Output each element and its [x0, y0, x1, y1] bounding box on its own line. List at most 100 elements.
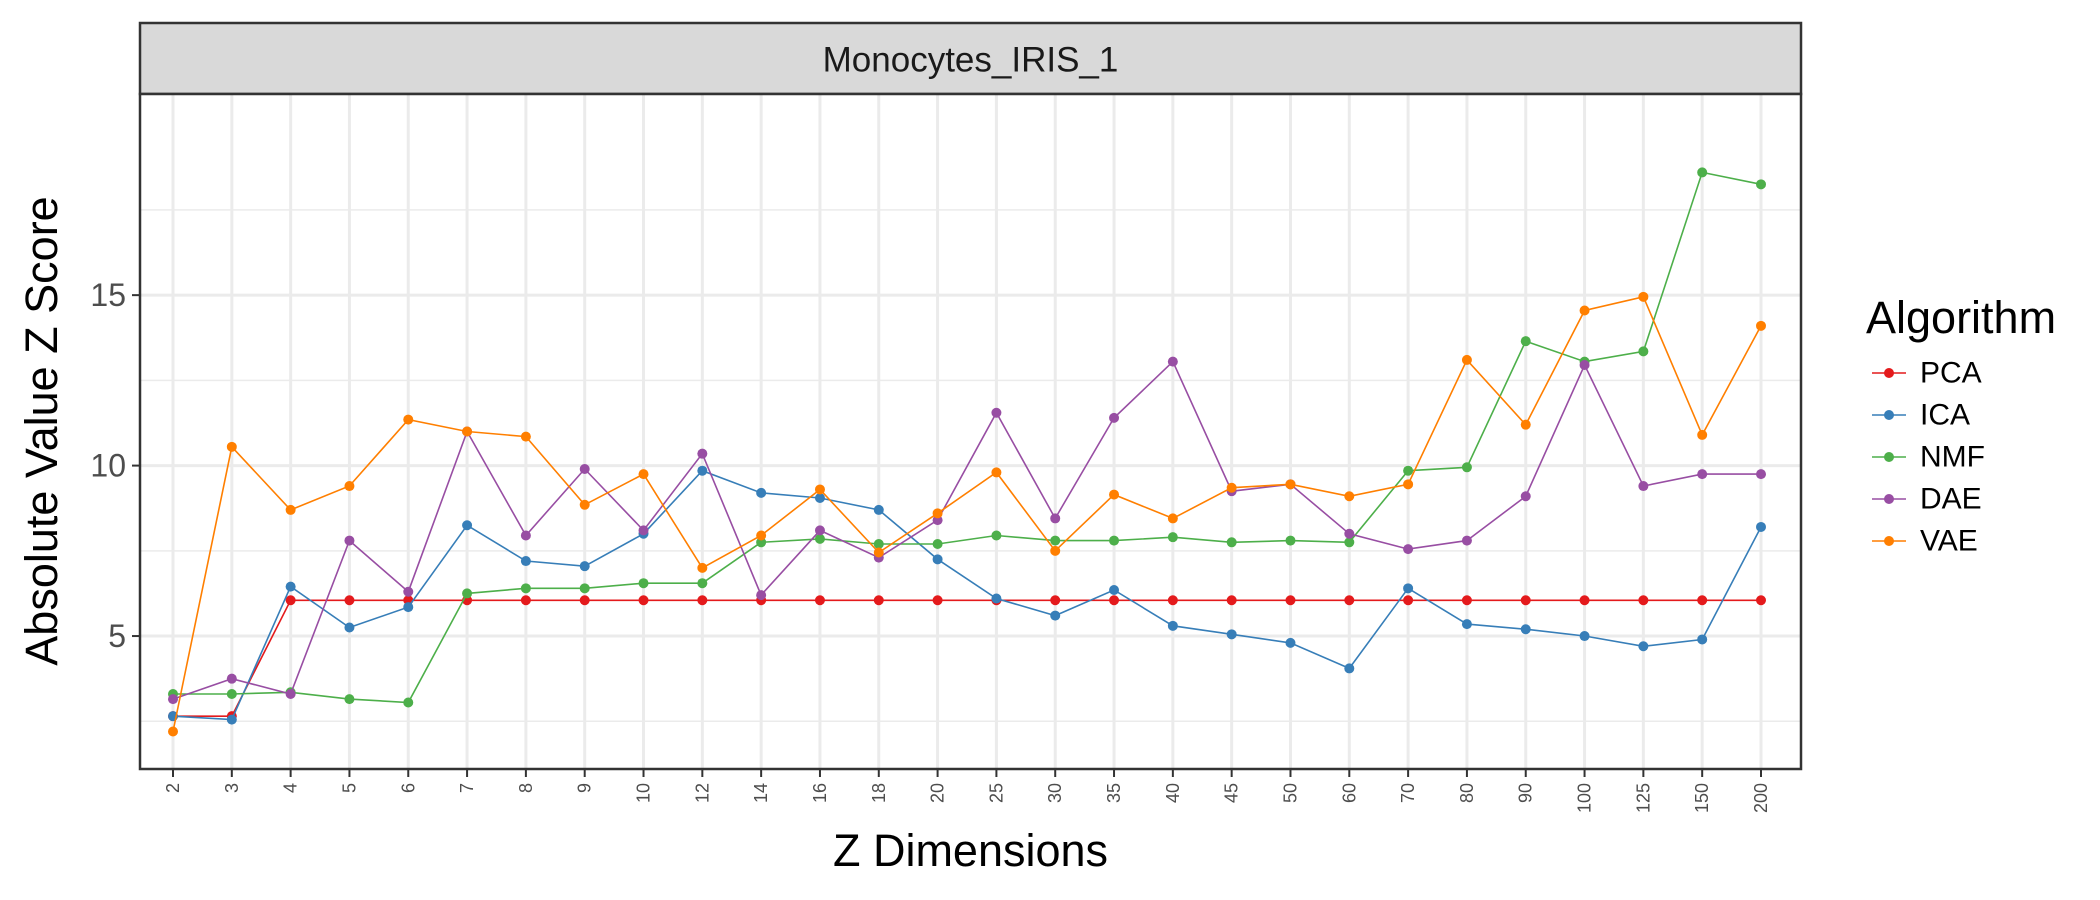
- data-point-vae: [756, 530, 767, 541]
- data-point-pca: [1579, 595, 1590, 606]
- x-tick-label: 5: [339, 783, 359, 793]
- data-point-dae: [991, 407, 1002, 418]
- data-point-vae: [991, 467, 1002, 478]
- legend-label: NMF: [1920, 441, 1985, 474]
- data-point-nmf: [873, 539, 884, 549]
- data-point-pca: [1050, 595, 1061, 606]
- data-point-nmf: [1697, 167, 1708, 178]
- legend-label: VAE: [1920, 525, 1978, 558]
- data-point-dae: [1050, 513, 1061, 524]
- data-point-nmf: [344, 694, 355, 705]
- data-point-nmf: [1461, 462, 1472, 473]
- x-tick-label: 45: [1222, 783, 1242, 803]
- x-tick-label: 3: [222, 783, 242, 793]
- data-point-dae: [226, 673, 237, 684]
- data-point-nmf: [991, 530, 1002, 541]
- data-point-ica: [756, 487, 767, 498]
- x-tick-label: 40: [1163, 783, 1183, 803]
- data-point-nmf: [932, 539, 943, 549]
- series-vae: [168, 291, 1766, 737]
- data-point-pca: [1226, 595, 1237, 606]
- data-point-ica: [1520, 624, 1531, 635]
- legend-item-nmf: NMF: [1872, 441, 1985, 474]
- legend-item-dae: DAE: [1872, 483, 1982, 516]
- legend: Algorithm PCA ICA NMF DAE VAE: [1866, 292, 2056, 558]
- data-point-ica: [1050, 610, 1061, 621]
- data-point-pca: [285, 595, 296, 606]
- data-point-ica: [991, 593, 1002, 604]
- facet-strip: [138, 21, 1803, 96]
- data-point-pca: [1109, 595, 1120, 606]
- y-tick-label: 15: [90, 277, 126, 313]
- data-point-pca: [520, 595, 531, 606]
- data-point-ica: [1226, 629, 1237, 640]
- data-point-dae: [756, 590, 767, 601]
- series-line-nmf: [173, 171, 1762, 704]
- x-axis-title: Z Dimensions: [833, 825, 1108, 876]
- data-point-dae: [1403, 544, 1414, 555]
- data-point-vae: [579, 499, 590, 510]
- data-point-vae: [1638, 291, 1649, 302]
- x-tick-label: 9: [575, 783, 595, 793]
- x-axis-ticks: 2 3 4 5 6 7 8 9 10 12 14 16 18 20 25 30 35 40 45 50 60 70 80 90…: [163, 769, 1771, 813]
- data-point-dae: [1167, 356, 1178, 367]
- data-point-dae: [1579, 360, 1590, 371]
- data-point-nmf: [1403, 465, 1414, 476]
- data-point-pca: [873, 595, 884, 606]
- plot-panel: [140, 94, 1801, 769]
- data-point-nmf: [403, 697, 414, 708]
- data-point-dae: [638, 525, 649, 536]
- legend-label: ICA: [1920, 399, 1970, 432]
- data-point-nmf: [579, 583, 590, 594]
- data-point-vae: [1167, 513, 1178, 524]
- data-point-dae: [579, 464, 590, 474]
- data-point-nmf: [814, 533, 825, 544]
- data-point-ica: [1285, 637, 1296, 648]
- data-point-vae: [1579, 305, 1590, 316]
- x-tick-label: 12: [692, 783, 712, 803]
- legend-item-pca: PCA: [1872, 357, 1982, 390]
- data-point-pca: [1638, 595, 1649, 606]
- data-point-pca: [932, 595, 943, 606]
- data-point-vae: [932, 508, 943, 519]
- y-axis-title: Absolute Value Z Score: [16, 196, 67, 665]
- legend-item-ica: ICA: [1872, 399, 1970, 432]
- data-point-vae: [1285, 479, 1296, 490]
- data-point-ica: [1167, 620, 1178, 631]
- data-point-nmf: [1638, 346, 1649, 357]
- data-point-dae: [520, 530, 531, 541]
- data-point-dae: [168, 694, 178, 705]
- data-point-ica: [873, 504, 884, 515]
- x-tick-label: 150: [1692, 783, 1712, 813]
- data-point-pca: [1756, 595, 1766, 606]
- data-point-pca: [1403, 595, 1414, 606]
- data-point-ica: [285, 581, 296, 592]
- data-point-pca: [814, 595, 825, 606]
- data-point-vae: [520, 431, 531, 442]
- x-tick-label: 30: [1045, 783, 1065, 803]
- x-tick-label: 18: [869, 783, 889, 803]
- data-point-pca: [1520, 595, 1531, 606]
- x-tick-label: 8: [516, 783, 536, 793]
- data-point-pca: [697, 595, 708, 606]
- x-tick-label: 125: [1633, 783, 1653, 813]
- legend-key-point: [1884, 452, 1894, 462]
- legend-title: Algorithm: [1866, 292, 2056, 343]
- x-tick-label: 14: [751, 783, 771, 803]
- legend-key-point: [1884, 536, 1894, 546]
- data-point-nmf: [1226, 537, 1237, 548]
- data-point-dae: [1344, 528, 1355, 539]
- x-tick-label: 25: [986, 783, 1006, 803]
- data-point-vae: [1226, 482, 1237, 493]
- grid-lines: [140, 94, 1801, 769]
- data-point-vae: [1344, 491, 1355, 502]
- data-point-vae: [226, 441, 237, 452]
- data-point-nmf: [1756, 179, 1766, 190]
- legend-label: PCA: [1920, 357, 1982, 390]
- x-tick-label: 7: [457, 783, 477, 793]
- x-tick-label: 90: [1516, 783, 1536, 803]
- data-point-dae: [1756, 469, 1766, 480]
- data-point-dae: [1461, 535, 1472, 546]
- data-point-pca: [638, 595, 649, 606]
- data-point-dae: [1109, 412, 1120, 423]
